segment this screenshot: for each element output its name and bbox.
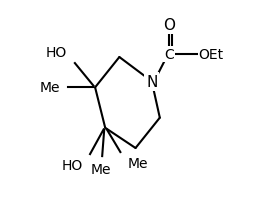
Text: HO: HO [62,158,83,172]
Text: O: O [163,18,175,33]
Text: C: C [164,48,174,62]
Text: Me: Me [91,162,112,176]
Text: HO: HO [45,46,67,60]
Text: N: N [146,74,158,89]
Text: Me: Me [39,81,60,95]
Text: OEt: OEt [198,48,223,62]
Text: Me: Me [128,156,148,170]
